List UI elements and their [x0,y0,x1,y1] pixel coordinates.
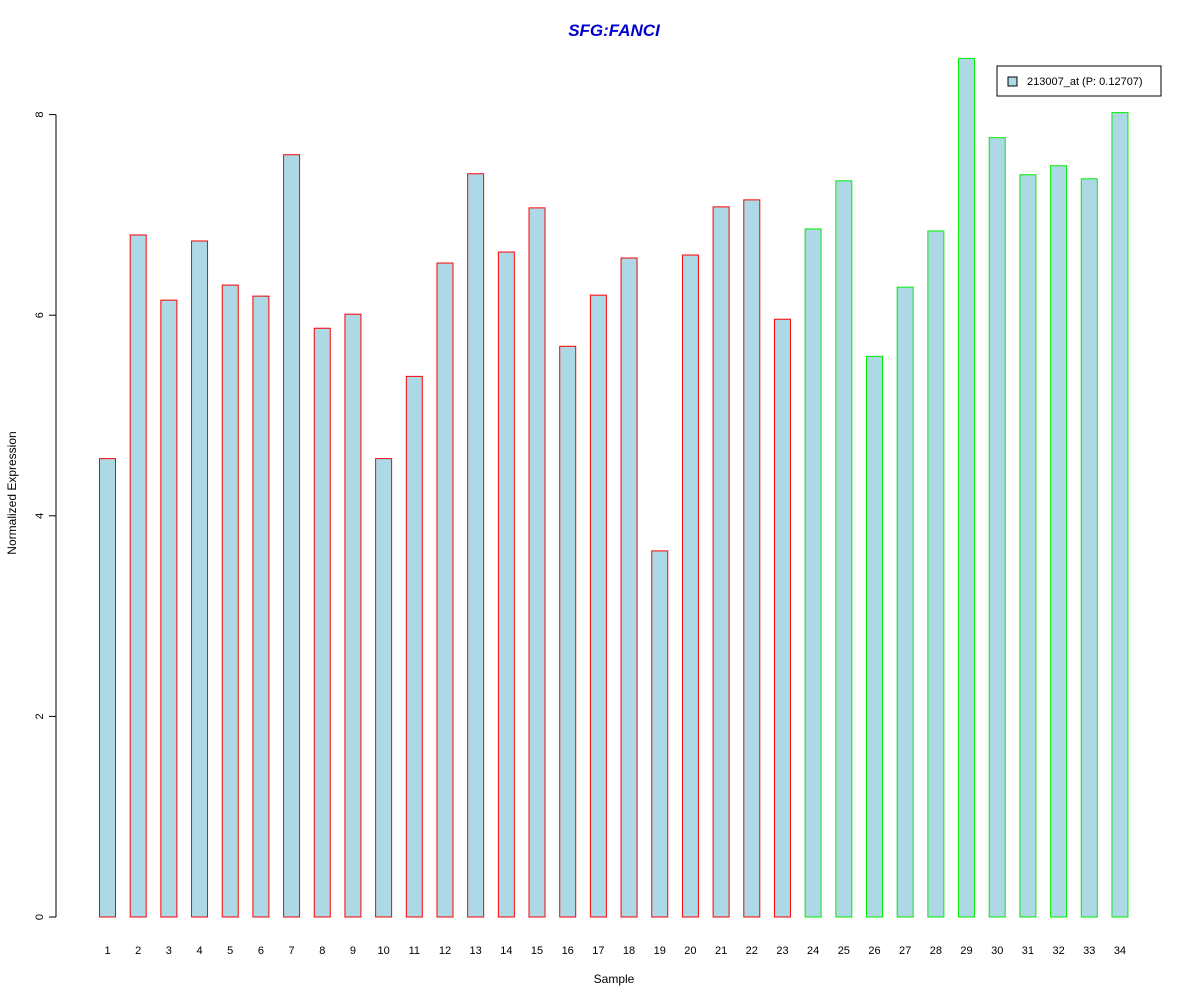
bar-sample-30 [988,137,1006,918]
y-tick-label: 0 [34,914,46,920]
x-tick-label: 25 [838,945,850,957]
x-tick-label: 23 [776,945,788,957]
x-tick-label: 16 [562,945,574,957]
y-tick-label: 6 [34,312,46,318]
x-tick-label: 28 [930,945,942,957]
x-tick-label: 9 [350,945,356,957]
x-tick-label: 14 [500,945,512,957]
x-tick-label: 15 [531,945,543,957]
x-tick-label: 19 [654,945,666,957]
y-tick-label: 2 [34,713,46,719]
x-tick-label: 18 [623,945,635,957]
bar-sample-29 [958,57,976,918]
chart-title: SFG:FANCI [568,21,661,40]
bar-sample-14 [497,251,515,918]
x-tick-label: 33 [1083,945,1095,957]
x-tick-label: 1 [104,945,110,957]
x-tick-label: 8 [319,945,325,957]
bars [99,57,1129,918]
bar-sample-16 [559,345,577,918]
bar-sample-32 [1050,165,1068,918]
x-tick-label: 29 [960,945,972,957]
x-tick-label: 6 [258,945,264,957]
bar-sample-33 [1080,178,1098,918]
bar-sample-23 [773,318,791,918]
x-tick-label: 20 [684,945,696,957]
x-tick-label: 32 [1052,945,1064,957]
bar-sample-26 [866,355,883,918]
bar-sample-7 [283,154,301,918]
bar-sample-28 [927,230,945,918]
bar-sample-27 [896,286,914,918]
legend-box [996,65,1162,97]
x-tick-label: 24 [807,945,819,957]
bar-sample-3 [160,299,178,918]
x-tick-label: 3 [166,945,172,957]
x-tick-label: 22 [746,945,758,957]
x-tick-label: 34 [1114,945,1126,957]
x-tick-label: 7 [289,945,295,957]
x-axis-label: Sample [594,972,635,986]
x-tick-labels: 1 2 3 4 5 6 7 8 9 10 11 12 13 14 15 16 17 18 19 20 21 22 23 24 2… [104,945,1126,957]
x-tick-label: 11 [409,945,420,957]
x-tick-label: 30 [991,945,1003,957]
bar-sample-21 [712,206,730,918]
x-tick-label: 2 [135,945,141,957]
bar-sample-31 [1019,174,1037,918]
bar-sample-18 [620,257,638,918]
y-tick-label: 4 [34,513,46,519]
bar-sample-20 [681,254,699,918]
bar-sample-5 [221,284,239,918]
x-tick-label: 5 [227,945,233,957]
bar-sample-12 [436,262,454,918]
bar-sample-19 [651,550,669,918]
bar-sample-24 [804,228,822,918]
bar-sample-1 [99,458,116,918]
bar-sample-15 [528,207,546,918]
legend: 213007_at (P: 0.12707) [996,65,1162,97]
bar-sample-25 [835,180,853,918]
y-tick-label: 8 [34,112,46,118]
x-tick-label: 13 [470,945,482,957]
x-tick-label: 4 [196,945,202,957]
bar-sample-22 [743,199,761,918]
x-tick-label: 21 [715,945,727,957]
bar-sample-4 [191,240,209,918]
bar-sample-11 [405,375,423,918]
bar-sample-10 [375,458,393,918]
y-axis: 0 2 4 6 8 [34,112,57,920]
bar-sample-9 [344,313,362,918]
x-tick-label: 12 [439,945,451,957]
bar-sample-17 [589,294,607,918]
bar-sample-8 [313,327,331,918]
bar-sample-6 [252,295,270,918]
y-axis-label: Normalized Expression [5,431,19,554]
x-tick-label: 27 [899,945,911,957]
x-tick-label: 10 [377,945,389,957]
x-tick-label: 17 [592,945,604,957]
x-tick-label: 26 [868,945,880,957]
bar-sample-34 [1111,112,1129,918]
legend-label: 213007_at (P: 0.12707) [1027,76,1143,88]
x-tick-label: 31 [1022,945,1034,957]
legend-swatch [1007,76,1018,87]
bar-sample-13 [467,173,485,918]
bar-sample-2 [129,234,147,918]
